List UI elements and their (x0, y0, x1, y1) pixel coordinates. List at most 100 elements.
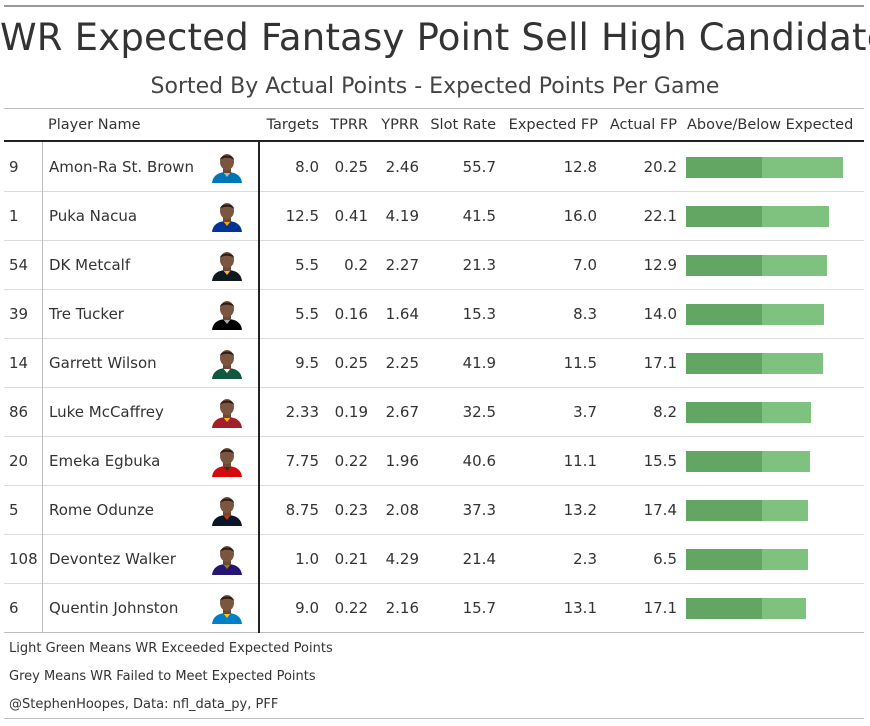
yprr-cell: 2.16 (385, 599, 419, 617)
header-above-below-expected: Above/Below Expected (687, 117, 854, 133)
row-divider (4, 191, 864, 192)
row-divider (4, 583, 864, 584)
slot-cell: 21.3 (462, 256, 496, 274)
rank-cell: 108 (9, 550, 38, 568)
chart-title: WR Expected Fantasy Point Sell High Cand… (0, 16, 870, 59)
afp-cell: 12.9 (643, 256, 677, 274)
player-headshot-icon (210, 594, 244, 624)
targets-cell: 5.5 (295, 256, 319, 274)
rank-cell: 6 (9, 599, 19, 617)
expected-bar-segment (686, 206, 763, 227)
player-name-cell: Quentin Johnston (49, 599, 179, 617)
yprr-cell: 2.25 (385, 354, 419, 372)
exceeded-bar-segment (762, 598, 806, 619)
header-yprr: YPRR (381, 117, 419, 133)
footer-note-failed: Grey Means WR Failed to Meet Expected Po… (9, 669, 316, 684)
afp-cell: 17.1 (643, 354, 677, 372)
header-slot-rate: Slot Rate (430, 117, 496, 133)
expected-bar-segment (686, 549, 763, 570)
table-row: 54 DK Metcalf 5.5 0.2 2.27 21.3 7.0 12.9 (4, 241, 864, 290)
exceeded-bar-segment (762, 353, 824, 374)
tprr-cell: 0.23 (334, 501, 368, 519)
tprr-cell: 0.25 (334, 158, 368, 176)
tprr-cell: 0.21 (334, 550, 368, 568)
exceeded-bar-segment (762, 255, 827, 276)
table-row: 108 Devontez Walker 1.0 0.21 4.29 21.4 2.3 6.5 (4, 535, 864, 584)
yprr-cell: 2.67 (385, 403, 419, 421)
xfp-cell: 7.0 (573, 256, 597, 274)
yprr-cell: 1.64 (385, 305, 419, 323)
row-divider (4, 240, 864, 241)
player-name-cell: Tre Tucker (49, 305, 124, 323)
row-divider (4, 485, 864, 486)
exceeded-bar-segment (762, 451, 811, 472)
targets-cell: 7.75 (285, 452, 319, 470)
player-headshot-icon (210, 349, 244, 379)
afp-cell: 22.1 (643, 207, 677, 225)
rank-cell: 54 (9, 256, 29, 274)
top-rule (4, 5, 864, 7)
rank-cell: 39 (9, 305, 29, 323)
targets-cell: 1.0 (295, 550, 319, 568)
yprr-cell: 4.19 (385, 207, 419, 225)
player-name-cell: DK Metcalf (49, 256, 131, 274)
footer-credit: @StephenHoopes, Data: nfl_data_py, PFF (9, 697, 279, 712)
player-headshot-icon (210, 447, 244, 477)
rank-cell: 14 (9, 354, 29, 372)
yprr-cell: 2.27 (385, 256, 419, 274)
xfp-cell: 2.3 (573, 550, 597, 568)
slot-cell: 55.7 (462, 158, 496, 176)
row-divider (4, 534, 864, 535)
player-headshot-icon (210, 545, 244, 575)
tprr-cell: 0.2 (344, 256, 368, 274)
exceeded-bar-segment (762, 402, 812, 423)
afp-cell: 6.5 (653, 550, 677, 568)
exceeded-bar-segment (762, 304, 825, 325)
player-name-cell: Emeka Egbuka (49, 452, 161, 470)
slot-cell: 40.6 (462, 452, 496, 470)
exceeded-bar-segment (762, 206, 829, 227)
player-headshot-icon (210, 496, 244, 526)
expected-bar-segment (686, 353, 763, 374)
xfp-cell: 13.1 (563, 599, 597, 617)
xfp-cell: 12.8 (563, 158, 597, 176)
expected-bar-segment (686, 402, 763, 423)
slot-cell: 15.3 (462, 305, 496, 323)
expected-bar-segment (686, 598, 763, 619)
table-row: 1 Puka Nacua 12.5 0.41 4.19 41.5 16.0 22.1 (4, 192, 864, 241)
expected-bar-segment (686, 157, 763, 178)
table-row: 6 Quentin Johnston 9.0 0.22 2.16 15.7 13.1 17.1 (4, 584, 864, 633)
exceeded-bar-segment (762, 549, 809, 570)
yprr-cell: 1.96 (385, 452, 419, 470)
afp-cell: 17.1 (643, 599, 677, 617)
table-row: 20 Emeka Egbuka 7.75 0.22 1.96 40.6 11.1 15.5 (4, 437, 864, 486)
yprr-cell: 4.29 (385, 550, 419, 568)
tprr-cell: 0.25 (334, 354, 368, 372)
xfp-cell: 16.0 (563, 207, 597, 225)
tprr-cell: 0.16 (334, 305, 368, 323)
footer-note-exceeded: Light Green Means WR Exceeded Expected P… (9, 641, 333, 656)
player-name-cell: Garrett Wilson (49, 354, 157, 372)
exceeded-bar-segment (762, 157, 843, 178)
player-headshot-icon (210, 202, 244, 232)
header-tprr: TPRR (330, 117, 368, 133)
row-divider (4, 289, 864, 290)
chart-subtitle: Sorted By Actual Points - Expected Point… (150, 74, 720, 99)
player-name-cell: Puka Nacua (49, 207, 138, 225)
header-targets: Targets (266, 117, 319, 133)
targets-cell: 2.33 (285, 403, 319, 421)
rank-cell: 20 (9, 452, 29, 470)
row-divider (4, 387, 864, 388)
slot-cell: 37.3 (462, 501, 496, 519)
targets-cell: 8.75 (285, 501, 319, 519)
expected-bar-segment (686, 500, 763, 521)
player-name-cell: Luke McCaffrey (49, 403, 164, 421)
bottom-rule (4, 718, 864, 719)
afp-cell: 17.4 (643, 501, 677, 519)
xfp-cell: 13.2 (563, 501, 597, 519)
rank-cell: 1 (9, 207, 19, 225)
slot-cell: 41.5 (462, 207, 496, 225)
player-name-cell: Rome Odunze (49, 501, 154, 519)
afp-cell: 14.0 (643, 305, 677, 323)
rank-cell: 5 (9, 501, 19, 519)
